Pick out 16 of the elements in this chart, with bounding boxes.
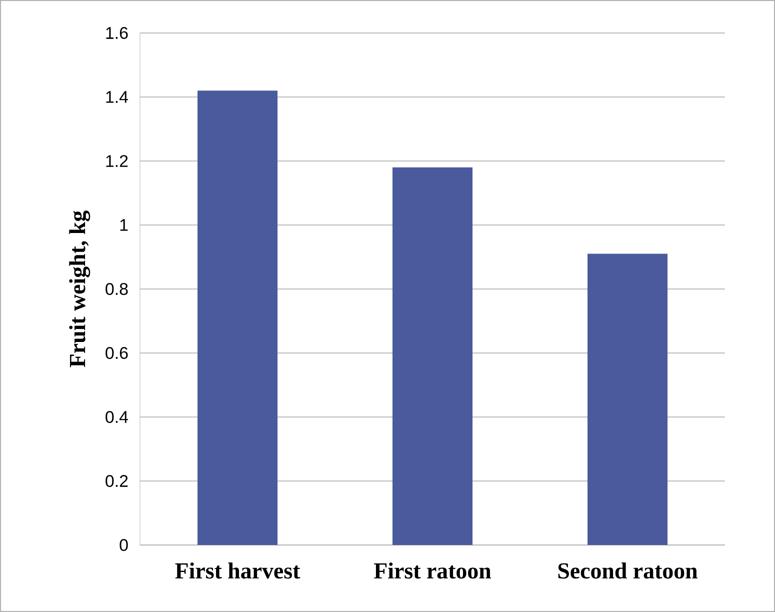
y-tick-label: 0.6 <box>106 346 128 359</box>
y-tick-label: 1 <box>120 219 128 231</box>
x-tick-label: First harvest <box>175 562 300 579</box>
bar <box>198 90 278 545</box>
y-tick-label: 0 <box>120 538 128 551</box>
y-tick-label: 0.2 <box>106 474 128 487</box>
y-tick-label: 0.8 <box>106 282 128 295</box>
y-tick-label: 1.4 <box>106 91 128 103</box>
y-tick-label: 0.4 <box>106 410 128 423</box>
y-axis-title: Fruit weight, kg <box>69 210 90 368</box>
y-tick-label: 1.6 <box>106 26 128 39</box>
x-tick-label: First ratoon <box>374 562 492 579</box>
y-tick-label: 1.2 <box>106 155 128 167</box>
bar <box>588 254 668 545</box>
bar <box>392 167 473 545</box>
x-tick-label: Second ratoon <box>558 562 698 579</box>
